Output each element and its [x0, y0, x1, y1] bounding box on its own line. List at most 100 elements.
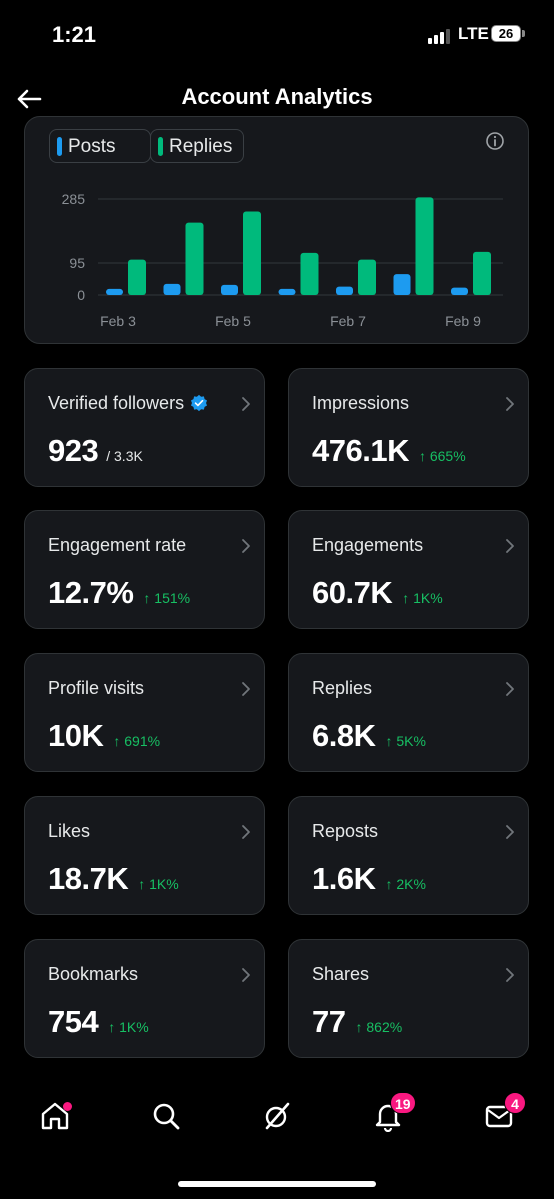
- messages-badge: 4: [504, 1092, 526, 1114]
- metric-label: Verified followers: [48, 393, 208, 414]
- bar-replies-feb-9[interactable]: [473, 251, 491, 295]
- chevron-right-icon: [506, 539, 514, 553]
- metric-value-text: 60.7K: [312, 575, 393, 610]
- metric-label-text: Engagements: [312, 535, 424, 555]
- metric-value: 754 ↑ 1K%: [48, 1004, 149, 1040]
- chevron-right-icon: [242, 397, 250, 411]
- x-tick-label: Feb 5: [215, 313, 251, 329]
- chevron-right-icon: [242, 682, 250, 696]
- bar-replies-feb-8[interactable]: [415, 197, 434, 295]
- metric-change: ↑ 691%: [113, 733, 161, 749]
- metric-label-text: Engagement rate: [48, 535, 187, 555]
- metric-label-text: Verified followers: [48, 393, 185, 413]
- metric-label-text: Impressions: [312, 393, 410, 413]
- metric-tile-engagements[interactable]: Engagements 60.7K ↑ 1K%: [288, 510, 529, 629]
- bar-replies-feb-7[interactable]: [358, 259, 376, 295]
- metric-change: ↑ 1K%: [402, 590, 443, 606]
- bar-posts-feb-3[interactable]: [106, 288, 123, 295]
- metric-value-text: 923: [48, 433, 99, 468]
- metric-tile-replies[interactable]: Replies 6.8K ↑ 5K%: [288, 653, 529, 772]
- bar-chart: 285 95 0 Feb 3 Feb 5 Feb 7 Feb 9: [62, 191, 503, 329]
- nav-home[interactable]: [27, 1088, 83, 1144]
- metric-tile-profile-visits[interactable]: Profile visits 10K ↑ 691%: [24, 653, 265, 772]
- metric-tile-impressions[interactable]: Impressions 476.1K ↑ 665%: [288, 368, 529, 487]
- signal-icon: [428, 26, 454, 44]
- metric-tile-verified-followers[interactable]: Verified followers 923 / 3.3K: [24, 368, 265, 487]
- chevron-right-icon: [242, 539, 250, 553]
- bar-posts-feb-5[interactable]: [221, 284, 238, 295]
- bar-replies-feb-3[interactable]: [128, 259, 146, 295]
- grok-icon: [265, 1102, 290, 1130]
- x-tick-label: Feb 7: [330, 313, 366, 329]
- y-tick-label: 285: [62, 191, 86, 207]
- metric-label-text: Profile visits: [48, 678, 145, 698]
- nav-search[interactable]: [138, 1088, 194, 1144]
- metric-label-text: Shares: [312, 964, 370, 984]
- metric-value-text: 18.7K: [48, 861, 129, 896]
- nav-grok[interactable]: [249, 1088, 305, 1144]
- status-time: 1:21: [52, 22, 97, 47]
- y-tick-label: 0: [77, 287, 85, 303]
- metric-value: 476.1K ↑ 665%: [312, 433, 466, 469]
- metric-value: 77 ↑ 862%: [312, 1004, 402, 1040]
- metric-tile-shares[interactable]: Shares 77 ↑ 862%: [288, 939, 529, 1058]
- metric-value: 923 / 3.3K: [48, 433, 143, 469]
- chevron-right-icon: [242, 825, 250, 839]
- info-icon[interactable]: [485, 131, 505, 151]
- bar-replies-feb-4[interactable]: [185, 222, 204, 295]
- legend-replies-label: Replies: [169, 136, 233, 157]
- messages-icon: [485, 1105, 513, 1128]
- bar-replies-feb-5[interactable]: [243, 211, 261, 295]
- network-type: LTE: [458, 24, 489, 43]
- x-tick-label: Feb 9: [445, 313, 481, 329]
- back-arrow-icon: [17, 89, 42, 109]
- metric-value: 18.7K ↑ 1K%: [48, 861, 179, 897]
- metric-label: Engagement rate: [48, 535, 186, 556]
- metric-label: Impressions: [312, 393, 409, 414]
- metric-change: ↑ 1K%: [108, 1019, 149, 1035]
- metric-value-text: 754: [48, 1004, 99, 1039]
- metric-change: ↑ 1K%: [138, 876, 179, 892]
- metric-tile-likes[interactable]: Likes 18.7K ↑ 1K%: [24, 796, 265, 915]
- metric-tile-engagement-rate[interactable]: Engagement rate 12.7% ↑ 151%: [24, 510, 265, 629]
- metric-label: Profile visits: [48, 678, 144, 699]
- chart-card: Posts Replies 285 95 0 Feb 3 Feb 5 Feb 7 Feb 9: [24, 116, 529, 344]
- metric-change: ↑ 665%: [418, 448, 466, 464]
- metric-total: / 3.3K: [106, 448, 143, 464]
- status-bar: 1:21 LTE 26: [0, 0, 554, 70]
- nav-messages[interactable]: 4: [471, 1088, 527, 1144]
- metric-value: 12.7% ↑ 151%: [48, 575, 190, 611]
- metric-label: Likes: [48, 821, 90, 842]
- bar-posts-feb-7[interactable]: [336, 286, 353, 295]
- bottom-nav: 19 4: [0, 1078, 554, 1199]
- metric-label-text: Reposts: [312, 821, 379, 841]
- battery-cap: [522, 30, 525, 37]
- metric-tile-reposts[interactable]: Reposts 1.6K ↑ 2K%: [288, 796, 529, 915]
- bar-posts-feb-4[interactable]: [163, 283, 181, 295]
- legend-replies-chip[interactable]: Replies: [150, 129, 244, 163]
- metric-change: ↑ 151%: [143, 590, 191, 606]
- chevron-right-icon: [506, 825, 514, 839]
- back-button[interactable]: [14, 84, 44, 114]
- page-title: Account Analytics: [181, 84, 373, 109]
- metric-label-text: Replies: [312, 678, 373, 698]
- nav-notifications[interactable]: 19: [360, 1088, 416, 1144]
- bar-posts-feb-6[interactable]: [278, 288, 296, 295]
- bar-posts-feb-8[interactable]: [393, 274, 411, 295]
- metric-label: Shares: [312, 964, 369, 985]
- header: Account Analytics: [0, 70, 554, 128]
- metric-value: 10K ↑ 691%: [48, 718, 160, 754]
- chevron-right-icon: [506, 968, 514, 982]
- home-indicator: [178, 1181, 376, 1187]
- search-icon: [153, 1103, 180, 1130]
- bar-replies-feb-6[interactable]: [300, 252, 319, 295]
- metric-change: ↑ 5K%: [385, 733, 426, 749]
- metric-value: 6.8K ↑ 5K%: [312, 718, 426, 754]
- notifications-badge: 19: [390, 1092, 416, 1114]
- metric-change: ↑ 862%: [355, 1019, 403, 1035]
- chevron-right-icon: [242, 968, 250, 982]
- bar-posts-feb-9[interactable]: [451, 287, 468, 295]
- home-notification-dot: [63, 1102, 72, 1111]
- metric-label-text: Likes: [48, 821, 91, 841]
- metric-tile-bookmarks[interactable]: Bookmarks 754 ↑ 1K%: [24, 939, 265, 1058]
